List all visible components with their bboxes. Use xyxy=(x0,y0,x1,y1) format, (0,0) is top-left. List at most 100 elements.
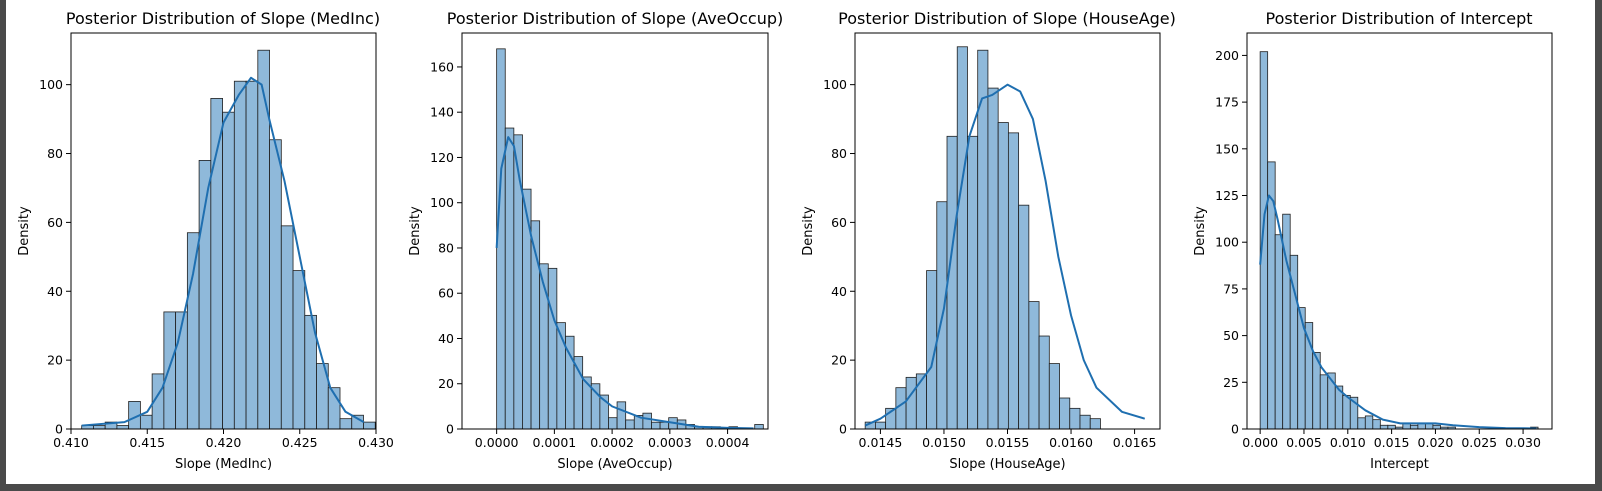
histogram-bar xyxy=(1379,424,1389,430)
y-tick-label: 50 xyxy=(1223,328,1239,343)
kde-line xyxy=(864,83,1146,427)
histogram-bar xyxy=(363,421,376,430)
histogram-bar xyxy=(280,225,294,430)
histogram-bar xyxy=(245,80,259,430)
x-tick-label: 0.025 xyxy=(1461,435,1497,450)
histogram-bar xyxy=(198,160,212,430)
x-tick-label: 0.0165 xyxy=(1113,435,1157,450)
histogram-bar xyxy=(1387,424,1396,430)
y-tick-label: 0 xyxy=(446,422,454,437)
x-tick-label: 0.0155 xyxy=(986,435,1030,450)
histogram-bar xyxy=(590,383,601,430)
y-tick-label: 25 xyxy=(1223,375,1239,390)
histogram-bar xyxy=(1342,394,1351,430)
histogram-bar xyxy=(139,414,153,430)
y-tick-label: 100 xyxy=(430,195,454,210)
y-tick-label: 20 xyxy=(831,353,847,368)
y-tick-label: 0 xyxy=(839,422,847,437)
histogram-bar xyxy=(1274,234,1284,430)
histogram-bar xyxy=(905,376,917,430)
histogram-bar xyxy=(956,46,968,430)
histogram-bar xyxy=(163,311,177,430)
y-axis-label: Density xyxy=(408,206,423,256)
x-tick-label: 0.0150 xyxy=(922,435,966,450)
histogram-bar xyxy=(222,111,235,430)
x-tick-label: 0.415 xyxy=(129,435,165,450)
y-tick-label: 20 xyxy=(438,376,454,391)
x-tick-label: 0.0145 xyxy=(859,435,903,450)
histogram-bar xyxy=(874,421,887,430)
axes-frame xyxy=(461,32,769,430)
histogram-bar xyxy=(616,401,627,430)
histogram-bar xyxy=(582,376,592,430)
histogram-bar xyxy=(1028,301,1040,430)
y-axis-label: Density xyxy=(801,206,816,256)
y-tick-label: 140 xyxy=(430,105,454,120)
x-tick-label: 0.030 xyxy=(1505,435,1541,450)
x-tick-label: 0.420 xyxy=(206,435,242,450)
histogram-bar xyxy=(1089,418,1101,430)
y-tick-label: 0 xyxy=(55,422,63,437)
kde-line xyxy=(495,136,754,430)
x-tick-label: 0.0004 xyxy=(706,435,750,450)
histogram-bar xyxy=(1357,417,1366,430)
x-axis-label: Intercept xyxy=(1370,457,1429,472)
y-tick-label: 60 xyxy=(438,286,454,301)
y-tick-label: 80 xyxy=(47,146,63,161)
chart-panel-4: Posterior Distribution of Intercept 0.000… xyxy=(1193,9,1553,472)
x-tick-label: 0.0003 xyxy=(648,435,692,450)
x-axis-label: Slope (HouseAge) xyxy=(949,457,1065,472)
histogram-bar xyxy=(1409,424,1419,430)
histogram-bar xyxy=(573,356,584,430)
kde-line xyxy=(81,76,365,427)
y-axis-label: Density xyxy=(1193,206,1208,256)
chart-svg: Posterior Distribution of Slope (MedInc)… xyxy=(17,9,1553,472)
x-tick-label: 0.0002 xyxy=(590,435,634,450)
y-tick-label: 75 xyxy=(1223,281,1239,296)
y-tick-label: 40 xyxy=(47,284,63,299)
histogram-bar xyxy=(233,80,247,430)
y-tick-label: 200 xyxy=(1215,48,1239,63)
x-tick-label: 0.005 xyxy=(1286,435,1322,450)
y-tick-label: 80 xyxy=(831,146,847,161)
histogram-bar xyxy=(1048,363,1060,430)
chart-panel-1: Posterior Distribution of Slope (MedInc)… xyxy=(17,9,394,472)
x-tick-label: 0.015 xyxy=(1374,435,1410,450)
histogram-bar xyxy=(1364,415,1374,430)
y-tick-label: 100 xyxy=(823,77,847,92)
chart-title: Posterior Distribution of Slope (AveOccu… xyxy=(447,9,784,28)
x-tick-label: 0.425 xyxy=(282,435,318,450)
histogram-bar xyxy=(946,135,958,430)
y-tick-label: 80 xyxy=(438,240,454,255)
histogram-bar xyxy=(754,424,764,430)
y-tick-label: 125 xyxy=(1215,188,1239,203)
histogram-bar xyxy=(93,425,106,430)
histogram-bar xyxy=(547,267,558,430)
histogram-bars xyxy=(864,46,1101,430)
x-tick-label: 0.0000 xyxy=(475,435,519,450)
y-tick-label: 175 xyxy=(1215,95,1239,110)
x-tick-label: 0.000 xyxy=(1242,435,1278,450)
histogram-bar xyxy=(116,425,130,430)
x-axis-label: Slope (AveOccup) xyxy=(557,457,672,472)
histogram-bar xyxy=(1069,407,1081,430)
histogram-bar xyxy=(608,417,618,430)
chart-title: Posterior Distribution of Slope (MedInc) xyxy=(66,9,380,28)
histogram-bar xyxy=(1319,374,1329,430)
chart-title: Posterior Distribution of Slope (HouseAg… xyxy=(838,9,1176,28)
figure: Posterior Distribution of Slope (MedInc)… xyxy=(6,0,1595,484)
histogram-bar xyxy=(987,87,999,430)
histogram-bar xyxy=(967,135,979,430)
chart-panel-2: Posterior Distribution of Slope (AveOccu… xyxy=(408,9,783,472)
histogram-bar xyxy=(642,412,652,430)
y-tick-label: 100 xyxy=(1215,235,1239,250)
histogram-bar xyxy=(651,421,661,430)
histogram-bar xyxy=(339,418,353,430)
x-axis-label: Slope (MedInc) xyxy=(175,457,272,472)
x-tick-label: 0.0160 xyxy=(1049,435,1093,450)
histogram-bar xyxy=(257,49,270,430)
histogram-bar xyxy=(1372,419,1381,430)
chart-title: Posterior Distribution of Intercept xyxy=(1265,9,1532,28)
y-tick-label: 20 xyxy=(47,353,63,368)
histogram-bars xyxy=(1259,51,1539,430)
